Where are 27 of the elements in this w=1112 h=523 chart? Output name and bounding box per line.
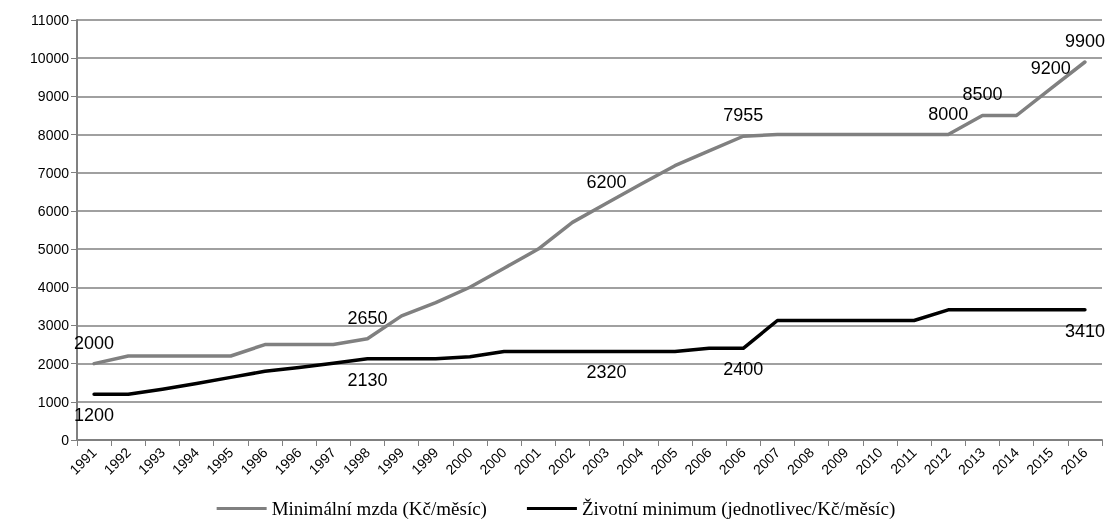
y-tick-label: 4000 [37,279,70,296]
data-label: 2650 [347,307,388,328]
y-tick-label: 6000 [37,202,70,219]
data-label: 2320 [586,362,627,383]
data-label: 2130 [347,369,388,390]
data-label: 3410 [1064,320,1105,341]
y-tick-label: 7000 [37,164,70,181]
legend-label: Životní minimum (jednotlivec/Kč/měsíc) [581,498,896,520]
y-tick-label: 9000 [37,88,70,105]
data-label: 7955 [723,105,764,126]
y-tick-label: 3000 [37,317,70,334]
legend-label: Minimální mzda (Kč/měsíc) [271,498,487,520]
data-label: 1200 [74,405,115,426]
y-tick-label: 0 [61,432,70,448]
data-label: 8000 [928,103,969,124]
y-tick-label: 2000 [37,355,70,372]
y-tick-label: 10000 [30,50,70,67]
y-tick-label: 1000 [37,393,70,410]
y-tick-label: 5000 [37,241,70,258]
data-label: 9900 [1064,31,1105,51]
y-tick-label: 8000 [37,126,70,143]
data-label: 9200 [1030,57,1071,78]
data-label: 6200 [586,172,627,193]
data-label: 2000 [74,332,115,353]
y-tick-label: 11000 [31,12,70,28]
data-label: 2400 [723,359,764,380]
data-label: 8500 [962,84,1003,105]
